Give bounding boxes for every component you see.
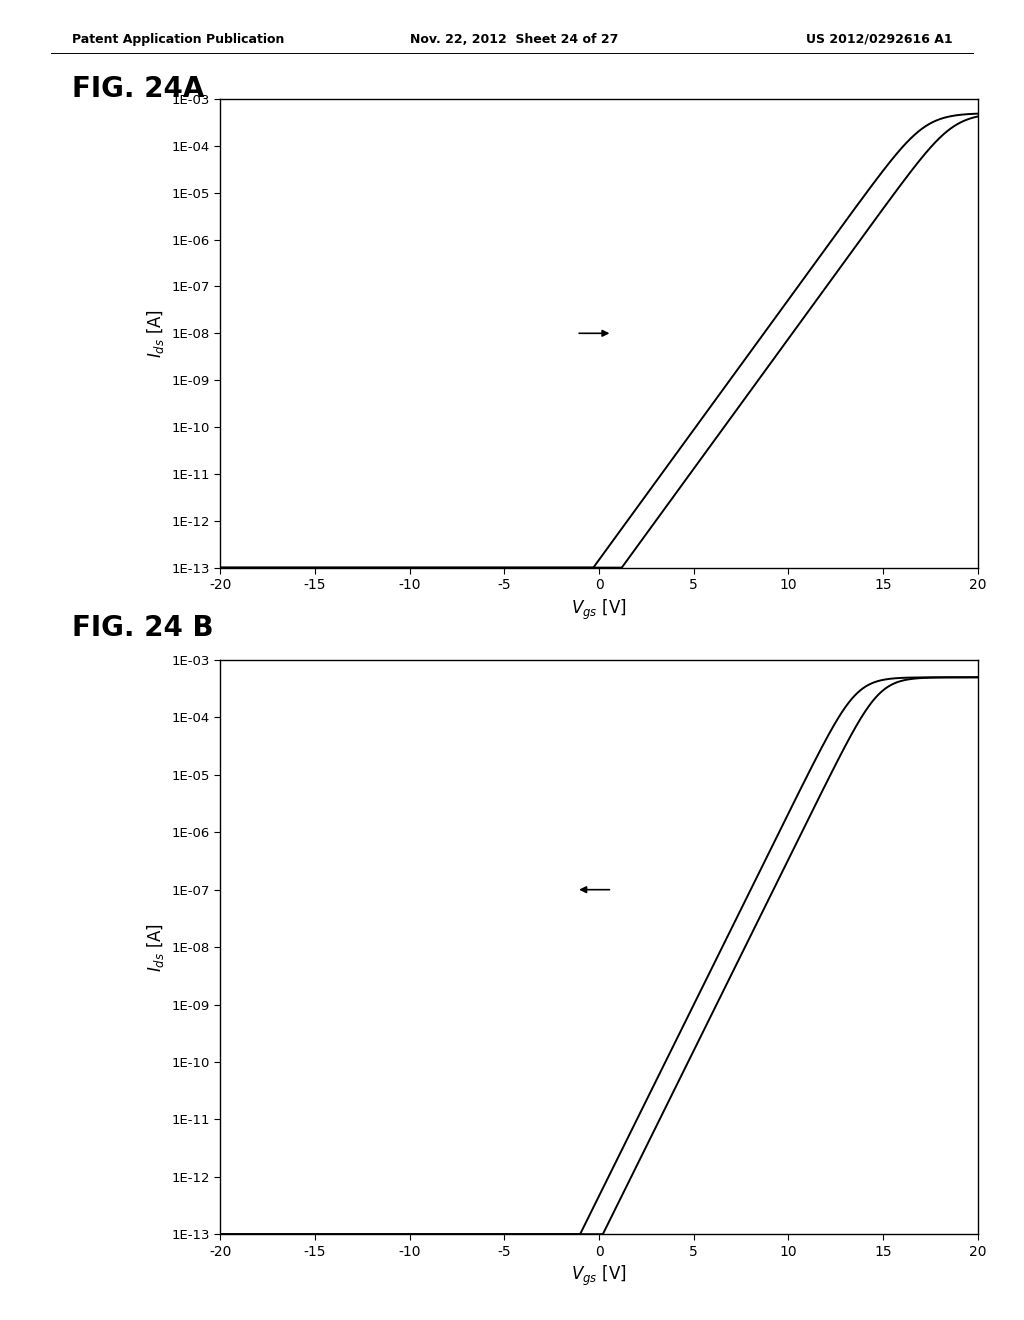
Text: US 2012/0292616 A1: US 2012/0292616 A1 — [806, 33, 952, 46]
X-axis label: $V_{gs}$ [V]: $V_{gs}$ [V] — [571, 598, 627, 622]
Text: FIG. 24 B: FIG. 24 B — [72, 614, 213, 642]
X-axis label: $V_{gs}$ [V]: $V_{gs}$ [V] — [571, 1265, 627, 1288]
Y-axis label: $I_{ds}$ [A]: $I_{ds}$ [A] — [144, 309, 166, 358]
Text: FIG. 24A: FIG. 24A — [72, 75, 204, 103]
Y-axis label: $I_{ds}$ [A]: $I_{ds}$ [A] — [144, 923, 166, 972]
Text: Patent Application Publication: Patent Application Publication — [72, 33, 284, 46]
Text: Nov. 22, 2012  Sheet 24 of 27: Nov. 22, 2012 Sheet 24 of 27 — [410, 33, 617, 46]
